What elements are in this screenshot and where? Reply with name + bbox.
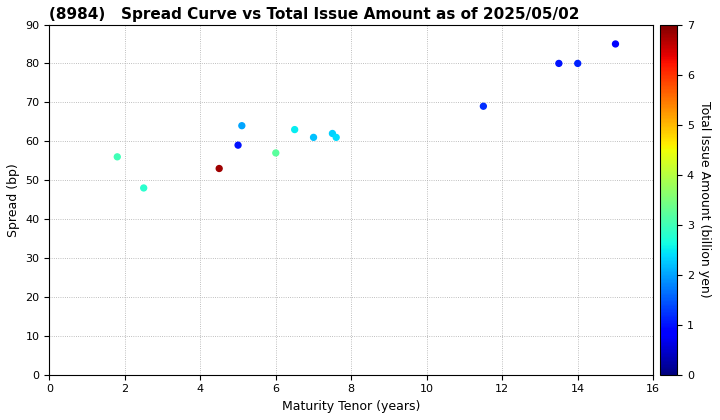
Point [138,185,150,192]
Point [572,60,583,67]
Point [112,153,123,160]
X-axis label: Maturity Tenor (years): Maturity Tenor (years) [282,400,420,413]
Point [327,130,338,137]
Y-axis label: Total Issue Amount (billion yen): Total Issue Amount (billion yen) [698,101,711,298]
Point [270,150,282,156]
Y-axis label: Spread (bp): Spread (bp) [7,163,20,236]
Point [477,103,489,110]
Point [233,142,244,149]
Point [289,126,300,133]
Point [553,60,564,67]
Point [330,134,342,141]
Point [307,134,319,141]
Point [610,41,621,47]
Point [213,165,225,172]
Point [236,122,248,129]
Text: (8984)   Spread Curve vs Total Issue Amount as of 2025/05/02: (8984) Spread Curve vs Total Issue Amoun… [50,7,580,22]
